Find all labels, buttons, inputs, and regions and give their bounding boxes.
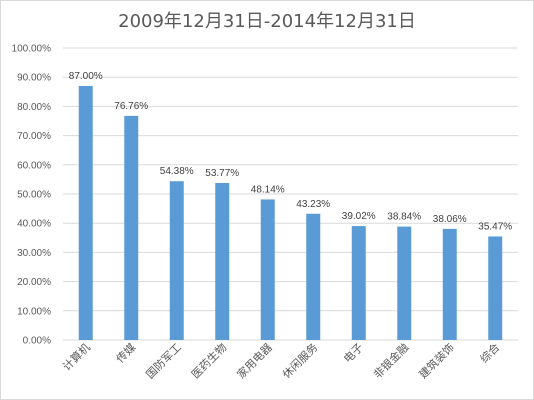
data-label: 35.47% <box>478 221 512 232</box>
y-tick-label: 70.00% <box>17 131 51 142</box>
data-label: 76.76% <box>114 101 148 112</box>
bar <box>260 199 275 340</box>
data-labels: 87.00% 76.76% 54.38% 53.77% 48.14% 43.23% 39.0… <box>69 71 513 232</box>
y-tick-label: 20.00% <box>17 277 51 288</box>
y-tick-label: 0.00% <box>23 336 51 347</box>
y-tick-label: 100.00% <box>12 44 52 55</box>
data-label: 39.02% <box>342 211 376 222</box>
y-tick-label: 90.00% <box>17 73 51 84</box>
data-label: 38.84% <box>387 212 421 223</box>
bar <box>215 182 230 340</box>
x-category-label: 建筑装饰 <box>416 340 457 381</box>
x-category-label: 计算机 <box>60 340 93 373</box>
y-tick-label: 10.00% <box>17 306 51 317</box>
data-label: 38.06% <box>433 214 467 225</box>
bar <box>306 213 321 340</box>
x-axis-categories: 计算机 传媒 国防军工 医药生物 家用电器 休闲服务 电子 非银金融 建筑装饰 综合 <box>60 340 503 381</box>
x-category-label: 医药生物 <box>188 340 229 381</box>
y-tick-label: 60.00% <box>17 160 51 171</box>
bars <box>78 85 503 341</box>
x-category-label: 国防军工 <box>143 340 184 381</box>
x-category-label: 电子 <box>341 341 366 366</box>
bar <box>124 115 139 340</box>
data-label: 48.14% <box>251 184 285 195</box>
bar <box>397 226 412 340</box>
y-tick-label: 30.00% <box>17 248 51 259</box>
bar <box>78 85 93 341</box>
y-tick-label: 50.00% <box>17 190 51 201</box>
data-label: 87.00% <box>69 71 103 82</box>
x-category-label: 家用电器 <box>234 340 275 381</box>
data-label: 43.23% <box>296 199 330 210</box>
bar <box>488 236 503 340</box>
y-axis-ticks: 0.00% 10.00% 20.00% 30.00% 40.00% 50.00% 60.00… <box>12 44 52 347</box>
y-tick-label: 80.00% <box>17 102 51 113</box>
data-label: 54.38% <box>160 166 194 177</box>
gridlines <box>63 47 518 341</box>
bar <box>169 181 184 340</box>
bar <box>442 228 457 340</box>
x-category-label: 综合 <box>477 340 502 365</box>
x-category-label: 传媒 <box>114 341 139 366</box>
bar <box>351 226 366 340</box>
x-category-label: 休闲服务 <box>279 340 320 381</box>
data-label: 53.77% <box>205 168 239 179</box>
chart-title: 2009年12月31日-2014年12月31日 <box>118 11 416 32</box>
x-category-label: 非银金融 <box>370 340 411 381</box>
y-tick-label: 40.00% <box>17 219 51 230</box>
